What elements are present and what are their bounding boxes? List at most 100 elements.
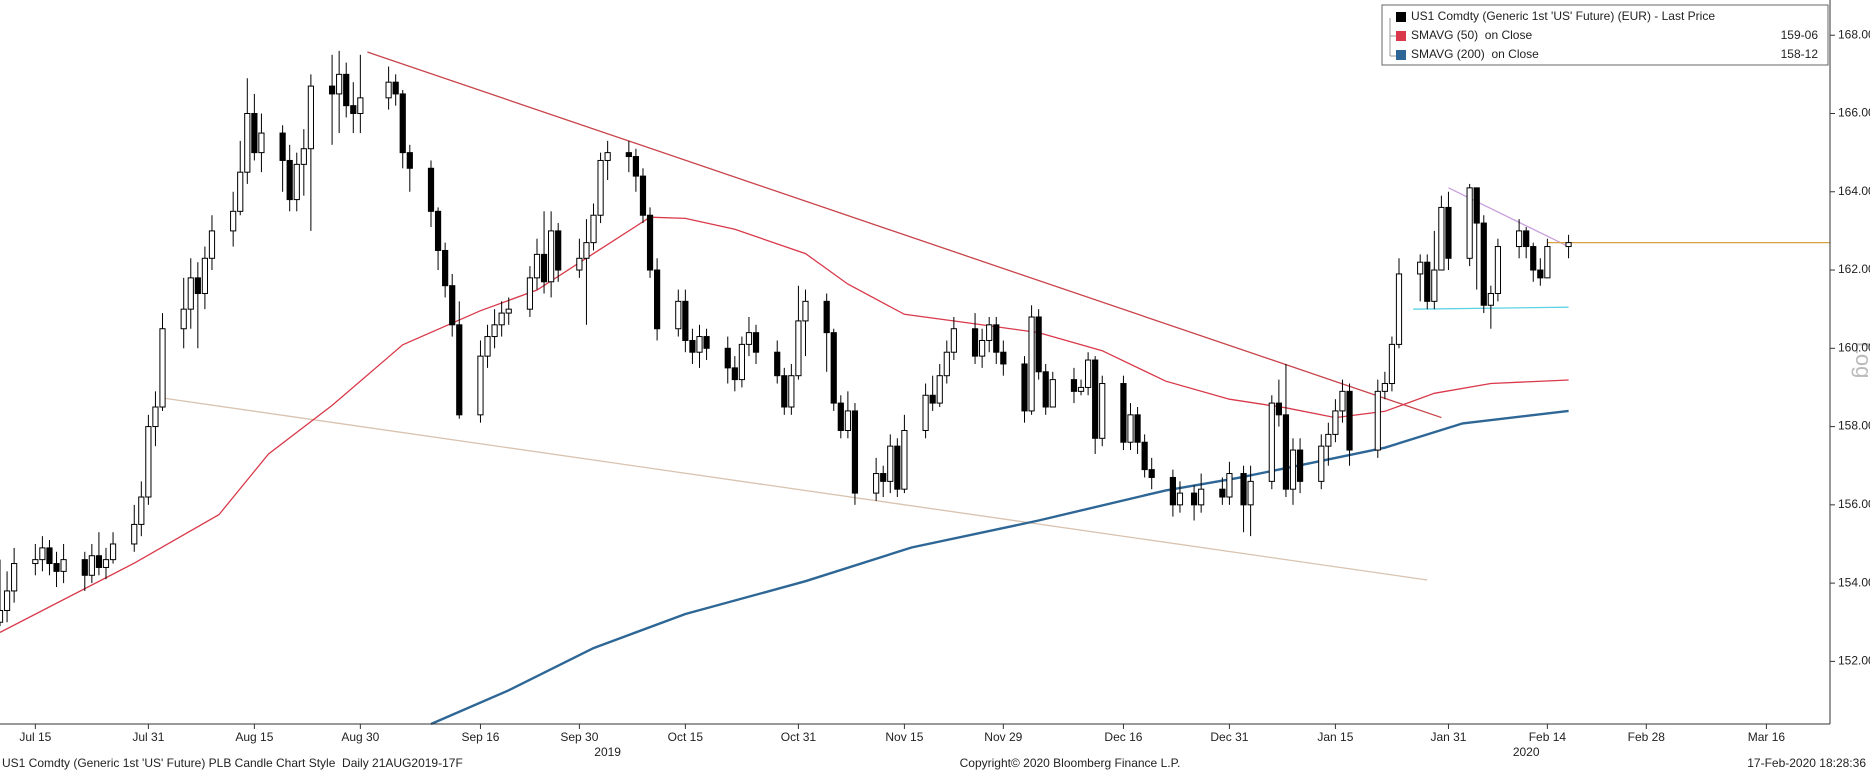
y-tick-label: 158.00 (1838, 419, 1870, 433)
candle-body (300, 148, 307, 165)
candle-body (837, 402, 844, 431)
y-tick-label: 154.00 (1838, 575, 1870, 589)
candle-body (1332, 410, 1339, 435)
candle-body (152, 406, 159, 428)
candle-body (823, 300, 830, 334)
candle-body (1487, 293, 1494, 306)
candle-body (1240, 473, 1247, 506)
candle-body (540, 253, 548, 283)
x-tick-label: Oct 15 (668, 730, 704, 744)
candle-body (1431, 269, 1438, 302)
candle-body (1049, 379, 1056, 408)
y-tick-label: 162.00 (1838, 262, 1870, 276)
y-tick-label: 166.00 (1838, 106, 1870, 120)
candle-body (993, 324, 1000, 353)
candle-body (795, 320, 802, 377)
candle-body (406, 152, 413, 169)
x-tick-label: Jan 31 (1430, 730, 1466, 744)
candle-body (555, 230, 562, 271)
x-tick-label: Feb 14 (1529, 730, 1567, 744)
y-tick-label: 156.00 (1838, 497, 1870, 511)
candle-body (1070, 379, 1078, 392)
candle-body (456, 324, 463, 416)
candle-body (1099, 383, 1106, 439)
candle-body (971, 328, 979, 357)
candle-body (696, 336, 703, 353)
candle-body (1085, 359, 1092, 388)
candle-body (95, 555, 103, 568)
candle-body (1028, 316, 1035, 412)
y-tick-label: 160.00 (1838, 340, 1870, 354)
candle-body (53, 563, 60, 572)
candle-body (724, 347, 731, 369)
candle-body (145, 426, 152, 498)
candle-body (1544, 246, 1551, 279)
candle-body (646, 214, 654, 271)
candle-body (60, 559, 67, 572)
plot-area (0, 50, 1830, 726)
candle-body (1516, 230, 1523, 248)
candle-body (385, 81, 392, 99)
candle-body (533, 253, 541, 279)
trend-line (367, 51, 1442, 419)
candle-body (1438, 206, 1445, 271)
candle-body (1480, 222, 1487, 306)
candle-body (138, 496, 145, 525)
candle-body (498, 312, 505, 326)
candle-body (208, 230, 216, 259)
trend-line (162, 397, 1428, 581)
candle-body (1042, 371, 1049, 408)
candle-body (1530, 246, 1537, 271)
candle-body (491, 324, 498, 338)
candle-body (1424, 261, 1431, 302)
legend-swatch (1396, 12, 1406, 22)
candle-body (788, 375, 795, 408)
candle-body (32, 559, 39, 565)
legend-label: US1 Comdty (Generic 1st 'US' Future) (EU… (1411, 9, 1715, 23)
candle-body (293, 163, 300, 201)
candle-body (526, 277, 534, 310)
candle-body (943, 351, 950, 377)
legend-swatch (1396, 31, 1406, 41)
candle-body (442, 249, 449, 287)
scale-label: Log (1851, 342, 1870, 379)
year-label: 2020 (1513, 745, 1540, 759)
candle-body (343, 73, 350, 107)
candle-body (632, 156, 640, 177)
candle-body (1325, 433, 1332, 447)
candle-body (350, 105, 357, 114)
candle-body (745, 332, 753, 345)
legend-value: 159-06 (1781, 28, 1819, 42)
candle-body (781, 375, 788, 408)
candle-body (477, 355, 484, 416)
candle-body (1339, 390, 1346, 412)
x-tick-label: Nov 15 (885, 730, 923, 744)
candle-body (576, 257, 583, 271)
candle-body (11, 563, 18, 592)
legend: US1 Comdty (Generic 1st 'US' Future) (EU… (1381, 4, 1829, 66)
candle-body (1374, 390, 1381, 451)
candle-body (590, 214, 597, 244)
candle-body (1275, 402, 1282, 416)
y-tick-label: 168.00 (1838, 27, 1870, 41)
candle-body (1190, 492, 1198, 506)
candle-body (654, 269, 661, 330)
candle-body (583, 242, 590, 259)
candle-body (1417, 261, 1424, 275)
candle-body (81, 559, 88, 576)
candle-body (1176, 492, 1184, 506)
candle-body (1388, 343, 1396, 385)
candle-body (1282, 414, 1290, 490)
candle-body (703, 336, 710, 349)
candle-body (731, 367, 738, 381)
candle-body (1134, 414, 1141, 443)
candle-body (1565, 242, 1572, 248)
candle-body (682, 300, 689, 341)
candle-body (738, 343, 745, 381)
x-tick-label: Mar 16 (1748, 730, 1786, 744)
candle-body (131, 523, 138, 545)
legend-swatch (1396, 50, 1406, 60)
x-tick-label: Jul 31 (132, 730, 164, 744)
footer-right: 17-Feb-2020 18:28:36 (1747, 756, 1866, 770)
